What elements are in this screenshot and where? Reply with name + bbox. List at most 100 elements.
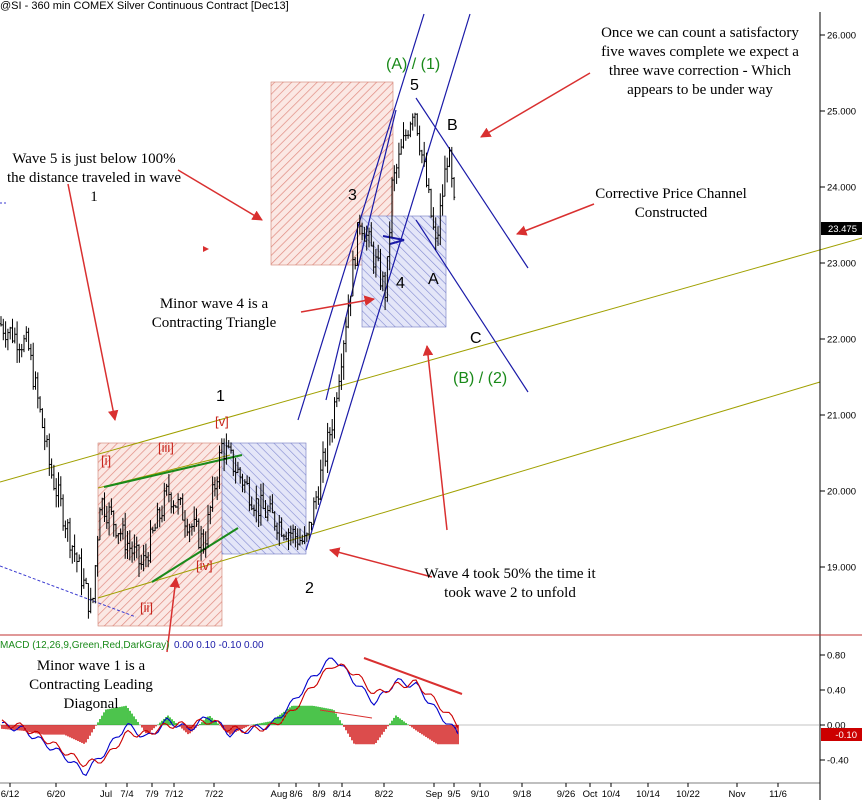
ohlc-bar [209, 505, 212, 525]
ohlc-bar [324, 448, 327, 467]
ohlc-bar [87, 583, 90, 619]
time-tick-label: Sep [426, 789, 443, 800]
ohlc-bar [68, 517, 72, 559]
ohlc-bar [303, 526, 306, 545]
ohlc-bar [43, 418, 46, 451]
ohlc-bar [418, 125, 421, 156]
ohlc-bar [386, 256, 389, 302]
ohlc-bar [347, 294, 350, 329]
ohlc-bar [356, 221, 359, 266]
ohlc-bar [135, 536, 138, 559]
ohlc-bar [204, 531, 207, 558]
ohlc-bar [195, 508, 198, 527]
ohlc-bar [363, 226, 366, 242]
ohlc-bar [57, 472, 60, 508]
ohlc-bar [241, 473, 244, 493]
ohlc-bar [379, 248, 382, 291]
macd-title: MACD (12,26,9,Green,Red,DarkGray) [0, 640, 170, 651]
arrow-corrective [516, 203, 595, 236]
ohlc-bar [158, 507, 161, 528]
blue-channel-inner [305, 13, 471, 551]
ohlc-bar [22, 334, 26, 353]
ohlc-bar [243, 479, 246, 494]
ohlc-bar [328, 427, 332, 446]
price-tick-label: 25.000 [827, 107, 856, 118]
ohlc-bar [34, 371, 37, 390]
minor-wave-labels: [i] [ii] [iii] [iv] [v] [101, 414, 229, 615]
ohlc-bar [397, 142, 401, 179]
time-tick-label: 8/9 [312, 789, 325, 800]
time-tick-label: 7/9 [145, 789, 158, 800]
arrow-minor1 [166, 576, 181, 653]
blue-channel-wave3 [325, 109, 397, 401]
annotation-wave5: Wave 5 is just below 100% the distance t… [6, 151, 182, 205]
ohlc-bar [374, 249, 378, 278]
ohlc-bar [36, 372, 39, 409]
ohlc-bar [227, 440, 230, 449]
wave-label-b-2: (B) / (2) [453, 370, 507, 387]
ohlc-bar [439, 193, 442, 246]
arrow-wave5-to-i [67, 183, 119, 422]
wave-labels: 1 2 3 4 5 A B C (A) / (1) (B) / (2) [216, 56, 507, 597]
last-price-label: 23.475 [828, 224, 857, 235]
ohlc-bar [149, 520, 152, 563]
ohlc-bar [250, 496, 253, 511]
ohlc-bar [119, 528, 122, 542]
ohlc-bar [6, 328, 10, 351]
ohlc-bar [179, 497, 182, 506]
ohlc-bar [354, 257, 357, 270]
ohlc-bar [395, 163, 398, 184]
ohlc-bar [220, 438, 223, 454]
ohlc-bar [9, 326, 12, 340]
corrective-channel-lower [415, 219, 529, 393]
ohlc-bar [121, 517, 125, 540]
ohlc-bar [255, 485, 258, 523]
ohlc-bar [128, 530, 131, 561]
ohlc-bar [301, 534, 304, 545]
ohlc-bar [236, 461, 240, 474]
ohlc-bar [367, 227, 371, 248]
ohlc-bar [282, 533, 286, 541]
ohlc-bar [144, 543, 148, 567]
ohlc-bar [232, 449, 235, 477]
ohlc-bar [199, 525, 203, 561]
time-tick-label: 9/18 [513, 789, 532, 800]
ohlc-bar [130, 541, 134, 563]
ohlc-bar [15, 321, 19, 363]
ohlc-bar [193, 506, 196, 532]
wave-label-iv: [iv] [196, 558, 213, 573]
ohlc-bar [126, 531, 129, 560]
macd-tick-label: -0.40 [827, 756, 849, 767]
macd-last-label: -0.10 [835, 730, 857, 741]
arrow-wave4-took [422, 344, 448, 531]
ohlc-bar [372, 241, 375, 274]
ohlc-bar [266, 505, 269, 522]
price-tick-label: 26.000 [827, 31, 856, 42]
ohlc-bar [84, 577, 88, 585]
time-tick-label: 7/22 [205, 789, 224, 800]
ohlc-bar [101, 497, 104, 516]
wave-label-i: [i] [101, 453, 111, 468]
ohlc-bar [27, 327, 30, 351]
corrective-channel-upper [415, 97, 529, 269]
ohlc-bar [117, 533, 120, 544]
ohlc-bar [186, 518, 189, 536]
ohlc-bar [222, 438, 226, 472]
ohlc-bar [0, 316, 3, 327]
ohlc-bar [98, 507, 102, 541]
time-tick-label: 7/12 [165, 789, 184, 800]
ohlc-bar [289, 525, 292, 546]
ohlc-bar [2, 318, 5, 341]
time-tick-label: 8/22 [375, 789, 394, 800]
ohlc-bar [13, 327, 16, 344]
macd-signal-line [1, 663, 459, 768]
ohlc-bar [64, 520, 67, 539]
ohlc-bar [452, 177, 456, 201]
macd-divergence-line [363, 657, 463, 695]
time-tick-label: Nov [729, 789, 746, 800]
ohlc-bar [165, 483, 168, 496]
ohlc-bar [402, 122, 405, 149]
ohlc-bar [340, 353, 343, 390]
ohlc-bar [331, 419, 334, 443]
wave-label-3: 3 [348, 187, 357, 204]
